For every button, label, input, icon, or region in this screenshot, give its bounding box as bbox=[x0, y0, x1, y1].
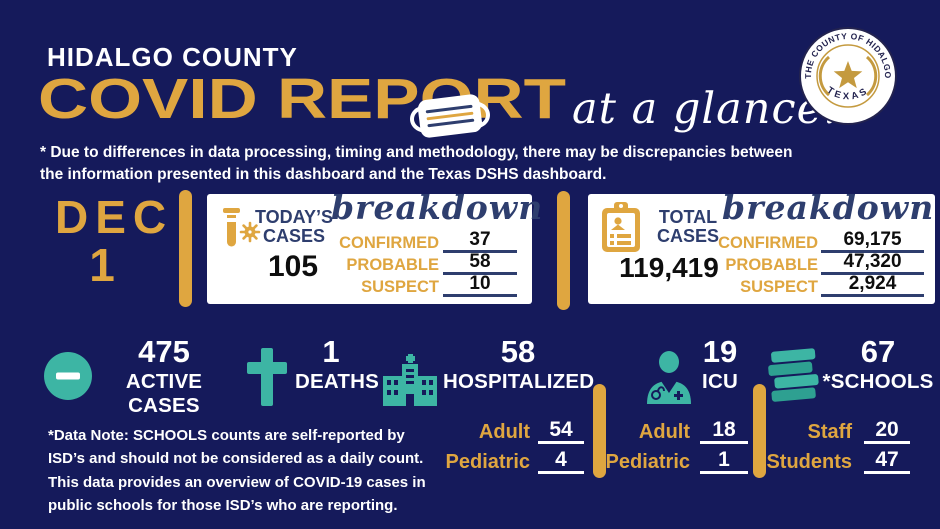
divider-bar bbox=[557, 191, 570, 310]
hospitalized-stat: 58 HOSPITALIZED bbox=[383, 334, 595, 411]
detail-row: Pediatric 4 bbox=[428, 445, 584, 474]
active-cases-value: 475 bbox=[138, 334, 190, 369]
disclaimer-line-1: * Due to differences in data processing,… bbox=[40, 144, 793, 161]
test-tube-virus-icon bbox=[219, 206, 261, 257]
data-note: *Data Note: SCHOOLS counts are self-repo… bbox=[48, 424, 426, 517]
breakdown-script: breakdown bbox=[331, 188, 544, 227]
hospitalized-label: HOSPITALIZED bbox=[443, 369, 595, 393]
county-seal: THE COUNTY OF HIDALGO TEXAS bbox=[799, 27, 897, 125]
hospital-icon bbox=[383, 354, 437, 411]
page-title: COVID REPORT bbox=[38, 68, 566, 131]
county-name: HIDALGO COUNTY bbox=[47, 42, 298, 72]
hospitalized-value: 58 bbox=[500, 334, 536, 369]
report-day: 1 bbox=[89, 239, 115, 291]
divider-bar bbox=[753, 384, 766, 478]
active-cases-label: ACTIVE CASES bbox=[125, 369, 203, 417]
active-cases-stat: 475 ACTIVE CASES bbox=[44, 334, 230, 418]
detail-row: Students 47 bbox=[748, 445, 910, 474]
icu-stat: 19 ICU bbox=[645, 334, 743, 409]
star-icon bbox=[833, 61, 863, 89]
disclaimer-line-2: the information presented in this dashbo… bbox=[40, 166, 607, 184]
report-month: DEC bbox=[55, 191, 174, 243]
data-note-line-2: ISD’s and should not be considered as a … bbox=[48, 450, 424, 468]
todays-cases-label: TODAY’S CASES bbox=[254, 207, 334, 246]
face-mask-icon bbox=[410, 94, 490, 138]
deaths-value: 1 bbox=[322, 334, 340, 369]
detail-row: Staff 20 bbox=[748, 415, 910, 444]
divider-bar bbox=[179, 190, 192, 307]
breakdown-row: CONFIRMED 69,175 bbox=[718, 230, 924, 253]
breakdown-script: breakdown bbox=[722, 188, 935, 227]
doctor-icon bbox=[645, 350, 693, 409]
data-note-line-3: This data provides an overview of COVID-… bbox=[48, 473, 426, 491]
schools-details: Staff 20 Students 47 bbox=[748, 415, 910, 474]
total-breakdown-rows: CONFIRMED 69,175 PROBABLE 47,320 SUSPECT… bbox=[718, 230, 924, 297]
todays-cases-card: TODAY’S CASES 105 breakdown CONFIRMED 37… bbox=[207, 188, 542, 304]
breakdown-row: SUSPECT 10 bbox=[333, 274, 517, 297]
clipboard-icon bbox=[598, 202, 644, 259]
schools-value: 67 bbox=[860, 334, 896, 369]
data-note-line-4: public schools for those ISD’s who are r… bbox=[48, 496, 398, 514]
icu-label: ICU bbox=[702, 369, 738, 393]
cross-icon bbox=[247, 348, 287, 411]
icu-value: 19 bbox=[702, 334, 738, 369]
todays-cases-total: 105 bbox=[267, 250, 319, 283]
breakdown-row: PROBABLE 58 bbox=[333, 252, 517, 275]
detail-row: Adult 18 bbox=[594, 415, 748, 444]
deaths-label: DEATHS bbox=[295, 369, 379, 393]
data-note-line-1: *Data Note: SCHOOLS counts are self-repo… bbox=[48, 427, 405, 444]
hospitalized-details: Adult 54 Pediatric 4 bbox=[428, 415, 584, 474]
icu-details: Adult 18 Pediatric 1 bbox=[594, 415, 748, 474]
total-cases-card: TOTAL CASES 119,419 breakdown CONFIRMED … bbox=[588, 188, 935, 304]
total-cases-total: 119,419 bbox=[619, 252, 719, 283]
breakdown-row: SUSPECT 2,924 bbox=[718, 274, 924, 297]
breakdown-row: CONFIRMED 37 bbox=[333, 230, 517, 253]
detail-row: Pediatric 1 bbox=[594, 445, 748, 474]
todays-breakdown-rows: CONFIRMED 37 PROBABLE 58 SUSPECT 10 bbox=[333, 230, 517, 297]
deaths-stat: 1 DEATHS bbox=[247, 334, 379, 411]
total-cases-label: TOTAL CASES bbox=[656, 207, 719, 246]
divider-bar bbox=[593, 384, 606, 478]
schools-stat: 67 *SCHOOLS bbox=[768, 334, 934, 409]
books-icon bbox=[768, 348, 820, 409]
minus-circle-icon bbox=[44, 352, 92, 418]
breakdown-row: PROBABLE 47,320 bbox=[718, 252, 924, 275]
schools-label: *SCHOOLS bbox=[822, 369, 934, 393]
disclaimer: * Due to differences in data processing,… bbox=[40, 142, 793, 187]
detail-row: Adult 54 bbox=[428, 415, 584, 444]
